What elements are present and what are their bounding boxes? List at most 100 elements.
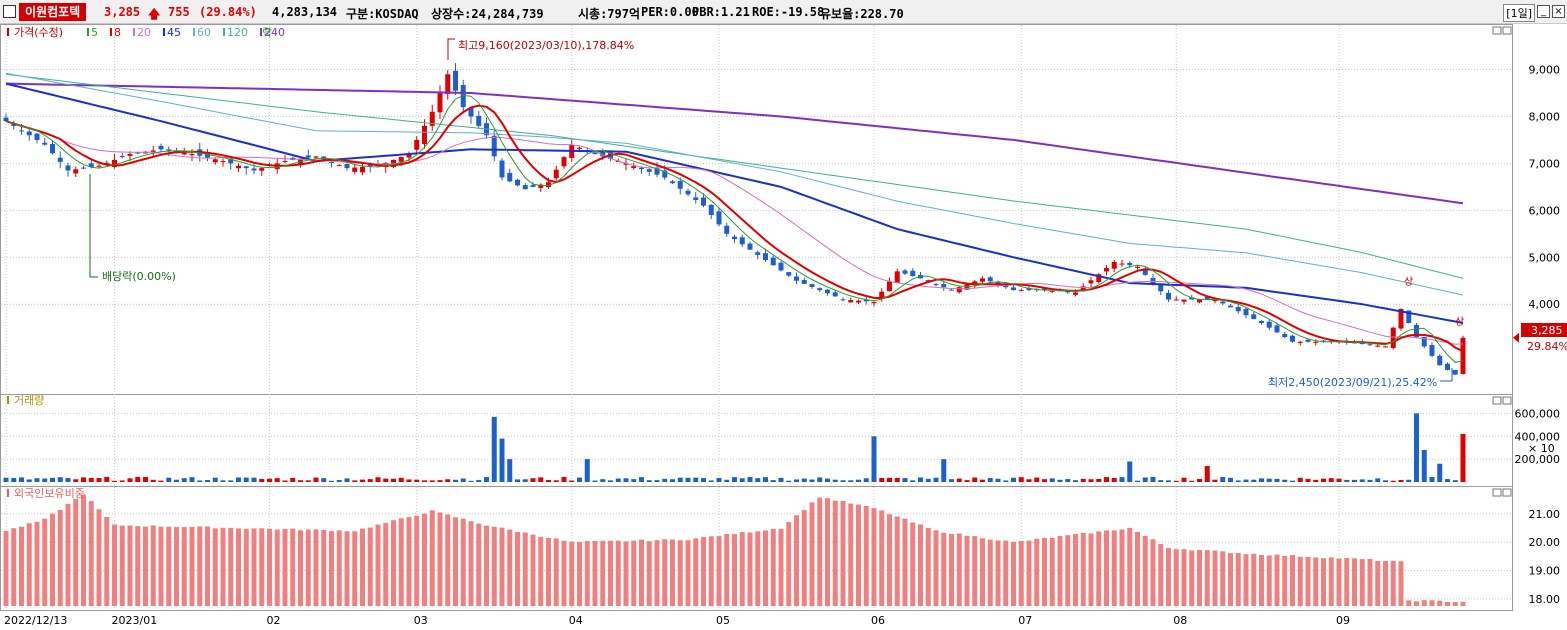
panel-minimize-icon[interactable] bbox=[1492, 488, 1502, 497]
candle-body bbox=[1073, 292, 1078, 295]
foreign-ratio-bar bbox=[1189, 550, 1195, 606]
volume-bar bbox=[608, 480, 613, 482]
chart-area[interactable]: 9,000 8,000 7,000 6,000 5,000 4,000 600,000 400… bbox=[0, 24, 1567, 630]
candle-body bbox=[352, 167, 358, 172]
market-cap: 시총:797억 bbox=[578, 7, 641, 21]
candle-body bbox=[243, 166, 249, 169]
volume-bar bbox=[639, 477, 644, 482]
foreign-ratio-bar bbox=[65, 503, 71, 606]
foreign-ratio-bar bbox=[770, 528, 776, 606]
volume-bar bbox=[1119, 477, 1125, 482]
legend-ma-20: 20 bbox=[137, 26, 151, 39]
foreign-ratio-bar bbox=[631, 540, 637, 606]
volume-bar bbox=[739, 478, 745, 482]
volume-panel[interactable] bbox=[3, 413, 1466, 482]
volume-bar bbox=[1313, 479, 1319, 482]
foreign-ratio-bar bbox=[26, 523, 32, 606]
foreign-ratio-bar bbox=[763, 530, 768, 606]
foreign-ratio-bar bbox=[995, 540, 1001, 606]
volume-bar bbox=[158, 480, 164, 482]
volume-bar bbox=[1003, 480, 1009, 482]
ma8-line bbox=[5, 104, 1464, 353]
candle-body bbox=[1104, 268, 1109, 272]
stock-name[interactable]: 이원컴포텍 bbox=[19, 3, 87, 21]
candle-body bbox=[538, 184, 544, 188]
foreign-ratio-bar bbox=[119, 525, 125, 606]
volume-bar bbox=[1011, 477, 1016, 482]
candle-body bbox=[848, 300, 854, 303]
volume-bar bbox=[1057, 479, 1063, 482]
volume-bar bbox=[1421, 450, 1427, 482]
candle-body bbox=[491, 135, 497, 157]
volume-bar bbox=[918, 477, 923, 482]
price-tag-pct: 29.84% bbox=[1527, 340, 1567, 353]
foreign-ratio-bar bbox=[724, 533, 730, 606]
foreign-ratio-bar bbox=[1166, 548, 1171, 606]
close-icon[interactable]: × bbox=[1552, 5, 1565, 18]
candle-body bbox=[1421, 337, 1427, 347]
foreign-ratio-bar bbox=[391, 520, 396, 606]
panel-maximize-icon[interactable] bbox=[1502, 396, 1512, 405]
candle-body bbox=[81, 167, 86, 169]
foreign-title: 외국인보유비중 bbox=[14, 487, 85, 500]
foreign-ratio-bar bbox=[654, 540, 660, 606]
annotation-high: 최고9,160(2023/03/10),178.84% bbox=[458, 39, 634, 52]
volume-bar bbox=[1297, 477, 1303, 482]
foreign-ratio-bar bbox=[840, 500, 846, 606]
foreign-ratio-bar bbox=[1034, 538, 1040, 606]
foreign-ratio-bar bbox=[1150, 539, 1156, 606]
candle-body bbox=[336, 165, 342, 167]
foreign-ratio-bar bbox=[708, 536, 714, 606]
candle-body bbox=[662, 170, 668, 178]
candle-body bbox=[88, 163, 94, 167]
y-tick-label: 5,000 bbox=[1529, 251, 1561, 264]
candle-body bbox=[553, 169, 559, 179]
candle-body bbox=[1429, 345, 1435, 356]
candle-body bbox=[778, 262, 784, 271]
panel-maximize-icon[interactable] bbox=[1502, 488, 1512, 497]
foreign-ratio-bar bbox=[1228, 553, 1233, 606]
foreign-ratio-bar bbox=[321, 529, 327, 606]
foreign-ratio-bar bbox=[1042, 538, 1047, 606]
foreign-ratio-bar bbox=[73, 498, 79, 606]
candle-body bbox=[1251, 314, 1257, 320]
volume-bar bbox=[515, 479, 520, 482]
pbr-value: PBR:1.21 bbox=[692, 5, 750, 19]
foreign-ratio-bar bbox=[1212, 550, 1218, 606]
volume-bar bbox=[336, 480, 342, 482]
foreign-ratio-bar bbox=[197, 526, 203, 606]
foreign-ratio-bar bbox=[685, 540, 691, 606]
foreign-ratio-bar bbox=[143, 526, 148, 606]
foreign-ratio-bar bbox=[879, 510, 885, 606]
volume-title: 거래량 bbox=[14, 394, 44, 407]
chart-labels: 가격(수정) 5 8 20 45 60 120 240 락 최고9,160(2023/03/… bbox=[7, 26, 1567, 500]
legend-swatch bbox=[7, 396, 9, 404]
period-selector[interactable]: [1일] bbox=[1503, 4, 1535, 22]
volume-bar bbox=[429, 480, 435, 482]
volume-bar bbox=[19, 477, 24, 482]
candle-body bbox=[181, 152, 187, 155]
panel-minimize-icon[interactable] bbox=[1492, 26, 1502, 35]
foreign-ratio-bar bbox=[1127, 527, 1133, 606]
candle-body bbox=[1398, 308, 1404, 329]
foreign-ratio-bar bbox=[1406, 600, 1412, 606]
volume-bar bbox=[298, 480, 303, 482]
minimize-icon[interactable]: _ bbox=[1537, 5, 1550, 18]
volume-bar bbox=[1259, 478, 1264, 482]
candle-body bbox=[1127, 262, 1133, 266]
candle-body bbox=[236, 165, 241, 169]
legend-swatch bbox=[223, 28, 225, 36]
volume-bar bbox=[546, 479, 551, 482]
foreign-ratio-bar bbox=[1181, 549, 1187, 606]
volume-bar bbox=[228, 480, 234, 482]
panel-minimize-icon[interactable] bbox=[1492, 396, 1502, 405]
price-panel[interactable] bbox=[3, 38, 1466, 382]
foreign-ratio-bar bbox=[608, 540, 613, 606]
foreign-ratio-bar bbox=[313, 529, 319, 606]
select-checkbox[interactable] bbox=[3, 5, 16, 18]
foreign-ratio-bar bbox=[553, 538, 559, 606]
foreign-ratio-bar bbox=[104, 517, 110, 606]
foreign-ownership-panel[interactable] bbox=[3, 494, 1466, 606]
panel-maximize-icon[interactable] bbox=[1502, 26, 1512, 35]
foreign-ratio-bar bbox=[1367, 558, 1373, 606]
